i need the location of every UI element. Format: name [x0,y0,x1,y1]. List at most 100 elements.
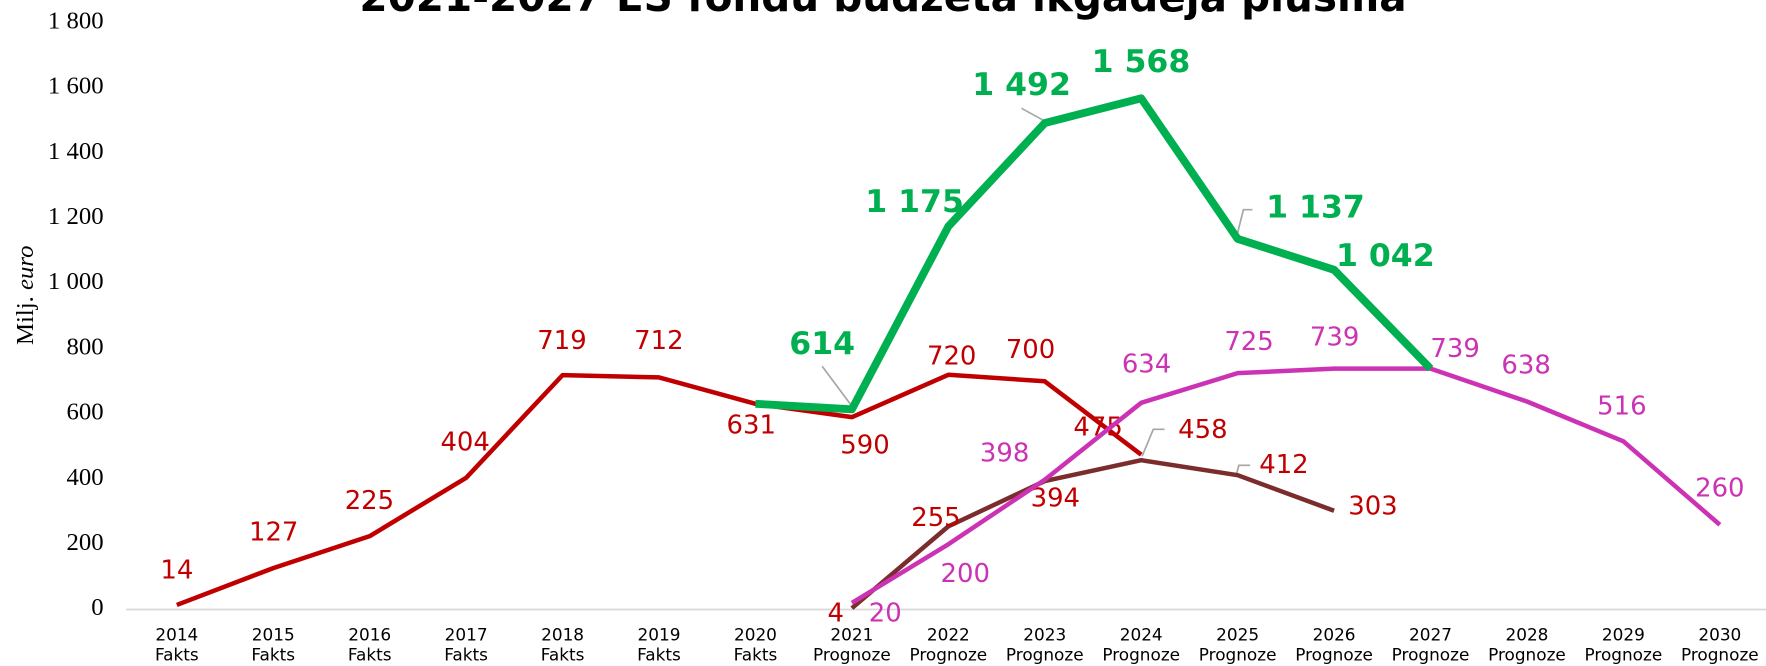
y-tick-label: 1 800 [48,7,104,34]
data-label: 394 [1031,484,1080,514]
data-label: 1 568 [1092,44,1191,80]
x-tick-kind: Prognoze [813,645,891,665]
data-label: 720 [927,342,976,372]
leader-line [1235,464,1251,474]
data-label: 725 [1224,327,1273,357]
x-tick-label: 2030 Prognoze [1681,624,1759,664]
x-tick-year: 2023 [1023,624,1066,644]
y-tick-label: 1 000 [48,268,104,295]
data-label: 412 [1259,450,1308,480]
y-tick-label: 1 600 [48,73,104,100]
data-label: 398 [980,439,1029,469]
data-label: 1 137 [1266,190,1365,226]
data-label: 200 [941,559,990,589]
x-tick-year: 2028 [1505,624,1548,644]
data-label: 14 [160,556,193,586]
x-tick-year: 2030 [1698,624,1741,644]
x-tick-label: 2025 Prognoze [1199,624,1277,664]
x-tick-kind: Prognoze [1392,645,1470,665]
data-label: 614 [789,326,855,362]
x-tick-kind: Fakts [637,645,681,665]
y-tick-label: 800 [66,333,103,360]
x-tick-kind: Fakts [444,645,488,665]
data-label: 260 [1695,473,1744,503]
x-tick-label: 2015 Fakts [251,624,295,664]
y-tick-label: 200 [66,529,103,556]
x-tick-year: 2027 [1409,624,1452,644]
leader-lines [821,107,1253,474]
data-label: 712 [634,326,683,356]
x-tick-kind: Fakts [155,645,199,665]
x-tick-year: 2020 [734,624,777,644]
x-tick-kind: Prognoze [1006,645,1084,665]
x-tick-kind: Prognoze [1199,645,1277,665]
x-tick-year: 2024 [1120,624,1163,644]
x-tick-label: 2020 Fakts [734,624,778,664]
x-tick-label: 2023 Prognoze [1006,624,1084,664]
x-tick-kind: Fakts [541,645,585,665]
data-label: 1 492 [972,67,1071,103]
x-tick-kind: Prognoze [1102,645,1180,665]
x-tick-label: 2017 Fakts [444,624,488,664]
data-label: 404 [440,427,489,457]
leader-line [821,365,853,407]
y-label: Milj. [12,296,39,345]
x-tick-kind: Fakts [251,645,295,665]
x-tick-year: 2029 [1602,624,1645,644]
series-line [850,457,1335,610]
y-label-unit: euro [12,245,39,289]
y-axis-label: Milj. euro [12,245,39,345]
x-tick-kind: Prognoze [1488,645,1566,665]
x-tick-year: 2016 [348,624,391,644]
y-tick-label: 400 [66,464,103,491]
x-tick-year: 2018 [541,624,584,644]
x-tick-year: 2019 [638,624,681,644]
data-label: 700 [1006,335,1055,365]
x-tick-year: 2022 [927,624,970,644]
data-label: 255 [911,503,960,533]
data-label: 4 [827,599,843,629]
data-label: 225 [345,486,394,516]
x-tick-kind: Prognoze [1295,645,1373,665]
leader-line [1235,208,1253,237]
x-tick-label: 2029 Prognoze [1585,624,1663,664]
x-tick-label: 2027 Prognoze [1392,624,1470,664]
data-label: 458 [1178,415,1227,445]
data-label: 127 [249,517,298,547]
data-label: 634 [1122,350,1171,380]
x-tick-year: 2015 [252,624,295,644]
x-tick-label: 2021 Prognoze [813,624,891,664]
x-tick-year: 2017 [445,624,488,644]
y-tick-label: 0 [91,594,103,621]
x-tick-label: 2022 Prognoze [909,624,987,664]
data-label: 516 [1597,391,1646,421]
data-label: 590 [840,431,889,461]
x-tick-label: 2014 Fakts [155,624,199,664]
x-tick-label: 2026 Prognoze [1295,624,1373,664]
y-tick-label: 600 [66,399,103,426]
x-tick-year: 2014 [155,624,198,644]
data-label: 719 [537,326,586,356]
x-tick-kind: Prognoze [1585,645,1663,665]
leader-line [1021,107,1045,122]
data-label: 739 [1310,323,1359,353]
x-tick-label: 2028 Prognoze [1488,624,1566,664]
y-tick-label: 1 200 [48,203,104,230]
x-tick-year: 2025 [1216,624,1259,644]
x-tick-label: 2024 Prognoze [1102,624,1180,664]
x-tick-kind: Prognoze [1681,645,1759,665]
x-tick-kind: Fakts [348,645,392,665]
data-label: 1 175 [865,184,964,220]
data-label: 303 [1348,492,1397,522]
x-tick-kind: Fakts [734,645,778,665]
series-line [850,366,1722,605]
series-line [755,94,1434,414]
data-label: 1 042 [1336,238,1435,274]
series-line [176,372,1143,608]
y-tick-label: 1 400 [48,138,104,165]
data-label: 739 [1430,334,1479,364]
x-tick-label: 2018 Fakts [541,624,585,664]
x-tick-year: 2021 [830,624,873,644]
